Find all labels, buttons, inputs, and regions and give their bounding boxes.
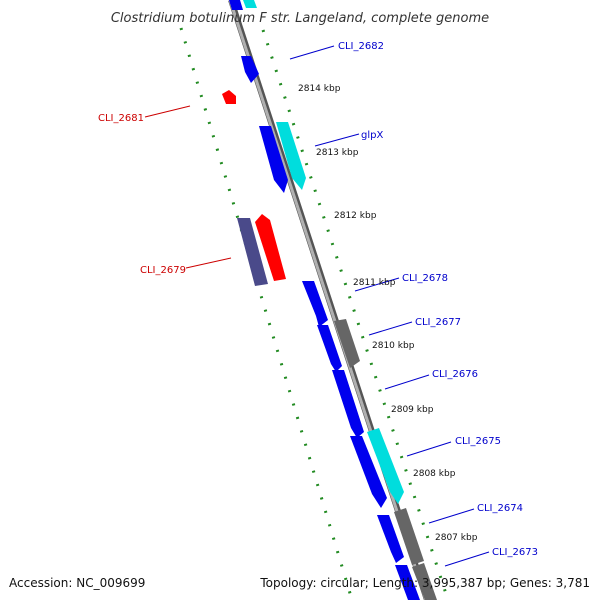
leader-cli-2678 (354, 277, 400, 292)
leader-cli-2676 (384, 374, 430, 390)
leader-cli-2681 (144, 105, 191, 118)
gene-label-cli-2675[interactable]: CLI_2675 (455, 436, 501, 447)
gene-top-partial-blue[interactable] (229, 0, 243, 10)
genome-summary-text: Topology: circular; Length: 3,995,387 bp… (259, 576, 590, 590)
gene-cli-2673-gray[interactable] (412, 563, 437, 600)
gene-glpx-cyan[interactable] (276, 122, 306, 190)
leader-cli-2675 (406, 441, 452, 457)
gene-label-cli-2673[interactable]: CLI_2673 (492, 547, 538, 558)
gene-cli-2675-cyan[interactable] (367, 428, 404, 504)
genome-backbone (228, 0, 428, 600)
gene-label-cli-2681[interactable]: CLI_2681 (98, 113, 144, 124)
kbp-tick-label: 2810 kbp (372, 341, 415, 351)
gene-cli-2674-blue[interactable] (377, 515, 404, 563)
accession-text: Accession: NC_009699 (9, 576, 145, 590)
kbp-tick-label: 2814 kbp (298, 84, 341, 94)
gene-label-cli-2677[interactable]: CLI_2677 (415, 317, 461, 328)
gene-cli-2677-gray[interactable] (334, 319, 360, 368)
gene-label-glpx[interactable]: glpX (361, 130, 383, 141)
gene-cli-2676[interactable] (332, 370, 364, 438)
gene-label-cli-2679[interactable]: CLI_2679 (140, 265, 186, 276)
leader-cli-2674 (428, 508, 475, 524)
kbp-tick-label: 2809 kbp (391, 405, 434, 415)
gene-label-cli-2678[interactable]: CLI_2678 (402, 273, 448, 284)
gene-cli-2677-blue[interactable] (317, 325, 342, 372)
leader-cli-2677 (368, 321, 413, 336)
gene-cli-2675-blue[interactable] (350, 436, 387, 508)
leader-cli-2673 (444, 551, 490, 567)
kbp-tick-label: 2812 kbp (334, 211, 377, 221)
gene-cli-2679-red[interactable] (255, 214, 286, 281)
leader-cli-2679 (185, 257, 232, 269)
kbp-tick-label: 2813 kbp (316, 148, 359, 158)
kbp-tick-label: 2811 kbp (353, 278, 396, 288)
gene-cli-2681[interactable] (222, 90, 236, 104)
gene-label-cli-2676[interactable]: CLI_2676 (432, 369, 478, 380)
leader-cli-2682 (289, 45, 335, 60)
gene-cli-2678[interactable] (302, 281, 328, 327)
inner-dotted-track (261, 29, 450, 600)
kbp-tick-label: 2807 kbp (435, 533, 478, 543)
gene-cli-2682[interactable] (241, 56, 259, 83)
leader-glpx (314, 133, 360, 147)
gene-cli-2679-slate[interactable] (237, 218, 268, 286)
gene-glpx-blue[interactable] (259, 126, 288, 193)
map-title: Clostridium botulinum F str. Langeland, … (111, 11, 489, 26)
gene-top-partial-cyan[interactable] (243, 0, 257, 8)
kbp-tick-label: 2808 kbp (413, 469, 456, 479)
gene-label-cli-2674[interactable]: CLI_2674 (477, 503, 523, 514)
gene-cli-2673-blue[interactable] (395, 565, 420, 600)
outer-dotted-track (179, 27, 354, 600)
gene-label-cli-2682[interactable]: CLI_2682 (338, 41, 384, 52)
gene-cli-2674-gray[interactable] (394, 508, 424, 565)
